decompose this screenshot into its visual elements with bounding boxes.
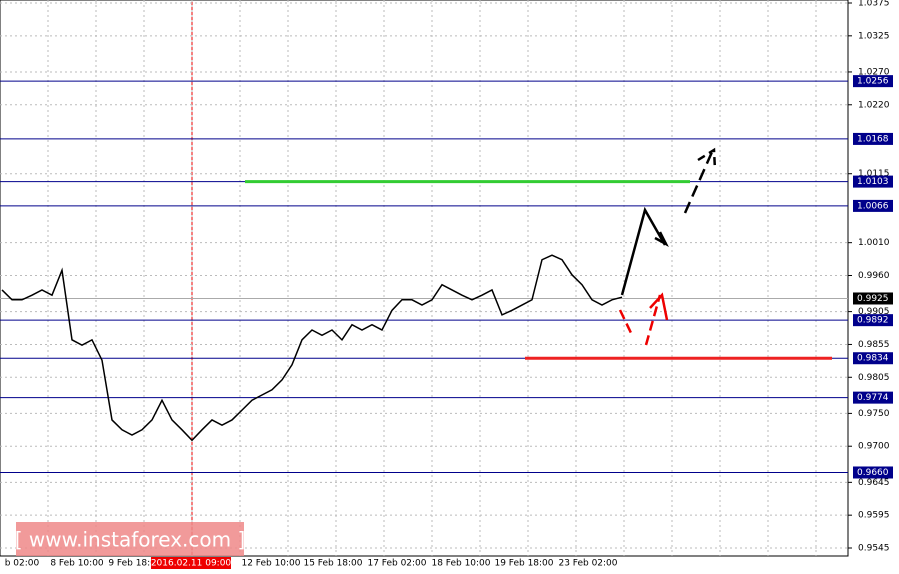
level-label-bg xyxy=(853,175,893,188)
x-tick-label: 15 Feb 18:00 xyxy=(303,559,362,569)
y-tick-label: 0.9805 xyxy=(858,373,890,383)
x-tick-label: 17 Feb 02:00 xyxy=(367,559,426,569)
level-label-bg xyxy=(853,199,893,212)
series xyxy=(1,254,623,442)
level-label-bg xyxy=(853,314,893,327)
red-arrowhead xyxy=(649,292,669,321)
x-tick-label: 9 Feb 18:00 xyxy=(108,559,162,569)
x-tick-label: b 02:00 xyxy=(5,559,40,569)
level-label: 1.0256 xyxy=(857,77,889,87)
price-line xyxy=(1,254,623,442)
current-price-bg xyxy=(853,292,893,305)
level-label-bg xyxy=(853,352,893,365)
y-tick-label: 0.9960 xyxy=(858,271,890,281)
y-tick-label: 0.9750 xyxy=(858,409,890,419)
x-tick-label: 23 Feb 02:00 xyxy=(558,559,617,569)
level-label-bg xyxy=(853,75,893,88)
x-tick-label: 2016.02.11 09:00 xyxy=(151,559,232,569)
y-tick-label: 0.9905 xyxy=(858,307,890,317)
y-tick-label: 1.0115 xyxy=(858,169,890,179)
y-tick-label: 1.0375 xyxy=(858,0,890,9)
y-tick-label: 0.9645 xyxy=(858,478,890,488)
y-tick-label: 0.9700 xyxy=(858,442,890,452)
level-label: 1.0168 xyxy=(857,134,889,144)
level-label: 1.0103 xyxy=(857,177,889,187)
x-tick-label: 12 Feb 10:00 xyxy=(241,559,300,569)
black-dashed-arrowhead xyxy=(697,147,717,171)
grid xyxy=(0,0,848,556)
y-tick-label: 0.9855 xyxy=(858,340,890,350)
y-tick-label: 1.0220 xyxy=(858,100,890,110)
x-tick-label: 19 Feb 18:00 xyxy=(494,559,553,569)
y-tick-label: 0.9595 xyxy=(858,511,890,521)
level-label-bg xyxy=(853,466,893,479)
level-label: 1.0066 xyxy=(857,201,889,211)
y-tick-label: 1.0270 xyxy=(858,67,890,77)
y-tick-label: 1.0010 xyxy=(858,238,890,248)
y-tick-label: 0.9545 xyxy=(858,544,890,554)
levels xyxy=(0,80,848,473)
watermark: [ www.instaforex.com ] xyxy=(15,528,246,552)
cursor-label-bg xyxy=(151,557,231,569)
plot-area xyxy=(0,0,849,557)
red-arrow xyxy=(618,309,634,336)
forecast-arrows xyxy=(618,147,717,346)
current-price-label: 0.9925 xyxy=(857,294,889,304)
black-dashed-arrow xyxy=(683,151,714,214)
red-arrow xyxy=(644,294,662,346)
black-arrow xyxy=(620,206,667,296)
x-tick-label: 18 Feb 10:00 xyxy=(431,559,490,569)
level-label: 0.9774 xyxy=(857,393,889,403)
level-label: 0.9834 xyxy=(857,354,889,364)
black-arrowhead xyxy=(654,231,669,248)
level-label-bg xyxy=(853,132,893,145)
x-tick-label: 8 Feb 10:00 xyxy=(50,559,104,569)
level-label: 0.9660 xyxy=(857,468,889,478)
y-tick-label: 1.0325 xyxy=(858,31,890,41)
watermark-box xyxy=(16,522,244,556)
level-label: 0.9892 xyxy=(857,316,889,326)
level-label-bg xyxy=(853,391,893,404)
